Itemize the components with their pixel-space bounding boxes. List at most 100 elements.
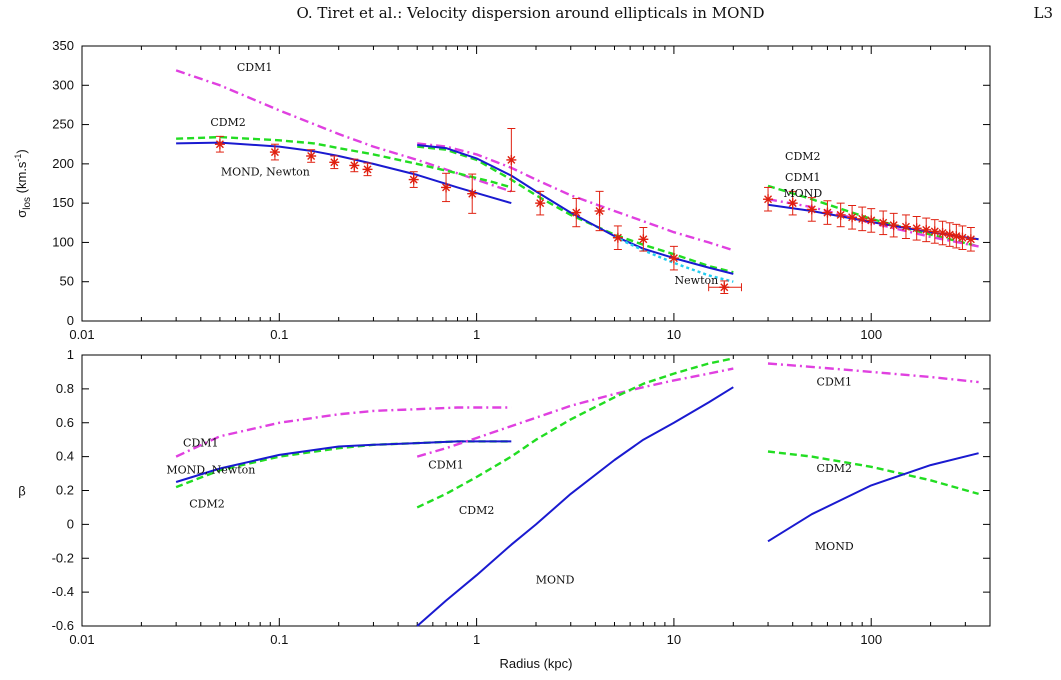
data-point (467, 173, 478, 214)
marker (468, 189, 477, 198)
marker (330, 158, 339, 167)
marker (848, 213, 857, 222)
marker (836, 210, 845, 219)
page-number: L3 (1033, 4, 1053, 22)
page-running-title: O. Tiret et al.: Velocity dispersion aro… (296, 4, 765, 22)
marker (350, 161, 359, 170)
top-y-tick-label: 250 (52, 117, 74, 132)
bottom-y-tick-label: 0.6 (56, 415, 74, 430)
data-point (911, 216, 922, 241)
data-point (957, 225, 968, 250)
top-curve-label: Newton (675, 274, 719, 287)
bottom-series-cdm2 (767, 450, 979, 496)
data-point (835, 202, 846, 228)
bottom-y-tick-label: -0.6 (52, 618, 74, 633)
data-point (787, 190, 798, 216)
marker (823, 208, 832, 217)
marker (307, 152, 316, 160)
top-curve-label: MOND (783, 187, 822, 200)
bottom-x-tick-label: 0.01 (69, 632, 94, 647)
bottom-series-cdm1 (175, 406, 512, 458)
y-title-main: σ (14, 210, 29, 218)
data-point (888, 212, 899, 238)
top-y-tick-label: 100 (52, 234, 74, 249)
top-y-tick-label: 300 (52, 77, 74, 92)
top-x-tick-label: 100 (860, 327, 882, 342)
data-point (329, 155, 340, 170)
marker (901, 222, 910, 231)
bottom-y-tick-label: -0.4 (52, 584, 74, 599)
bottom-x-tick-label: 0.1 (270, 632, 288, 647)
marker (867, 216, 876, 225)
bottom-curve-label: MOND (536, 574, 575, 587)
top-x-tick-label: 0.01 (69, 327, 94, 342)
data-point (929, 219, 940, 244)
marker (952, 232, 961, 241)
marker (966, 235, 975, 244)
velocity-dispersion-panel: 0.01 0.1 1 10 100 0 50 100 150 200 250 300 350 CDM1 CD… (13, 38, 991, 342)
top-curve-label: CDM1 (785, 171, 821, 184)
top-series-mond (417, 144, 734, 275)
marker (639, 235, 648, 244)
marker (409, 175, 418, 184)
marker (938, 229, 947, 237)
top-curve-label: MOND, Newton (221, 166, 310, 179)
top-series-cdm1 (175, 69, 512, 193)
marker (889, 221, 898, 230)
top-y-tick-label: 150 (52, 195, 74, 210)
bottom-y-tick-label: 1 (67, 347, 74, 362)
marker (536, 199, 545, 208)
top-y-axis-title: σlos (km.s-1) (13, 149, 33, 218)
marker (879, 218, 888, 227)
data-point (847, 205, 858, 230)
top-y-tick-label: 0 (67, 313, 74, 328)
data-point (638, 227, 649, 252)
data-point (668, 245, 679, 271)
data-point (944, 222, 955, 247)
y-title-end: ) (14, 149, 29, 153)
data-point (921, 217, 932, 243)
marker (215, 140, 224, 149)
data-point (408, 171, 419, 188)
data-point (763, 186, 774, 212)
marker (363, 165, 372, 174)
top-series-mond-newton (176, 141, 512, 205)
bottom-x-tick-label: 10 (667, 632, 681, 647)
top-series-cdm2 (417, 145, 734, 274)
bottom-curve-label: CDM2 (189, 497, 225, 510)
marker (720, 283, 729, 292)
data-point (269, 143, 280, 161)
data-point (214, 135, 225, 153)
bottom-series-cdm1 (416, 367, 734, 458)
marker (858, 214, 867, 223)
data-point (708, 280, 742, 294)
bottom-curve-label: CDM1 (428, 458, 464, 471)
top-x-tick-label: 0.1 (270, 327, 288, 342)
marker (912, 224, 921, 233)
marker (930, 227, 939, 236)
bottom-y-tick-label: -0.2 (52, 550, 74, 565)
top-series-newton (613, 235, 734, 283)
marker (788, 199, 797, 208)
bottom-y-tick-label: 0.4 (56, 449, 74, 464)
marker (807, 205, 816, 214)
bottom-curve-label: CDM2 (817, 462, 853, 475)
data-point (965, 227, 976, 252)
data-point (506, 128, 517, 192)
bottom-y-tick-label: 0.2 (56, 483, 74, 498)
data-point (878, 210, 889, 236)
marker (922, 225, 931, 234)
bottom-series-cdm1 (767, 362, 979, 384)
data-point (362, 162, 373, 177)
top-x-tick-label: 1 (473, 327, 480, 342)
marker (442, 183, 451, 192)
anisotropy-panel: 0.01 0.1 1 10 100 -0.6 -0.4 -0.2 0 0.2 0.4 0.6 0.8 1 C… (18, 347, 991, 671)
data-point (937, 220, 948, 246)
bottom-curve-label: MOND, Newton (166, 464, 255, 477)
top-curve-label: CDM1 (237, 61, 273, 74)
top-series-cdm2 (176, 135, 512, 189)
marker (669, 254, 678, 263)
marker (507, 155, 516, 164)
marker (945, 230, 954, 239)
